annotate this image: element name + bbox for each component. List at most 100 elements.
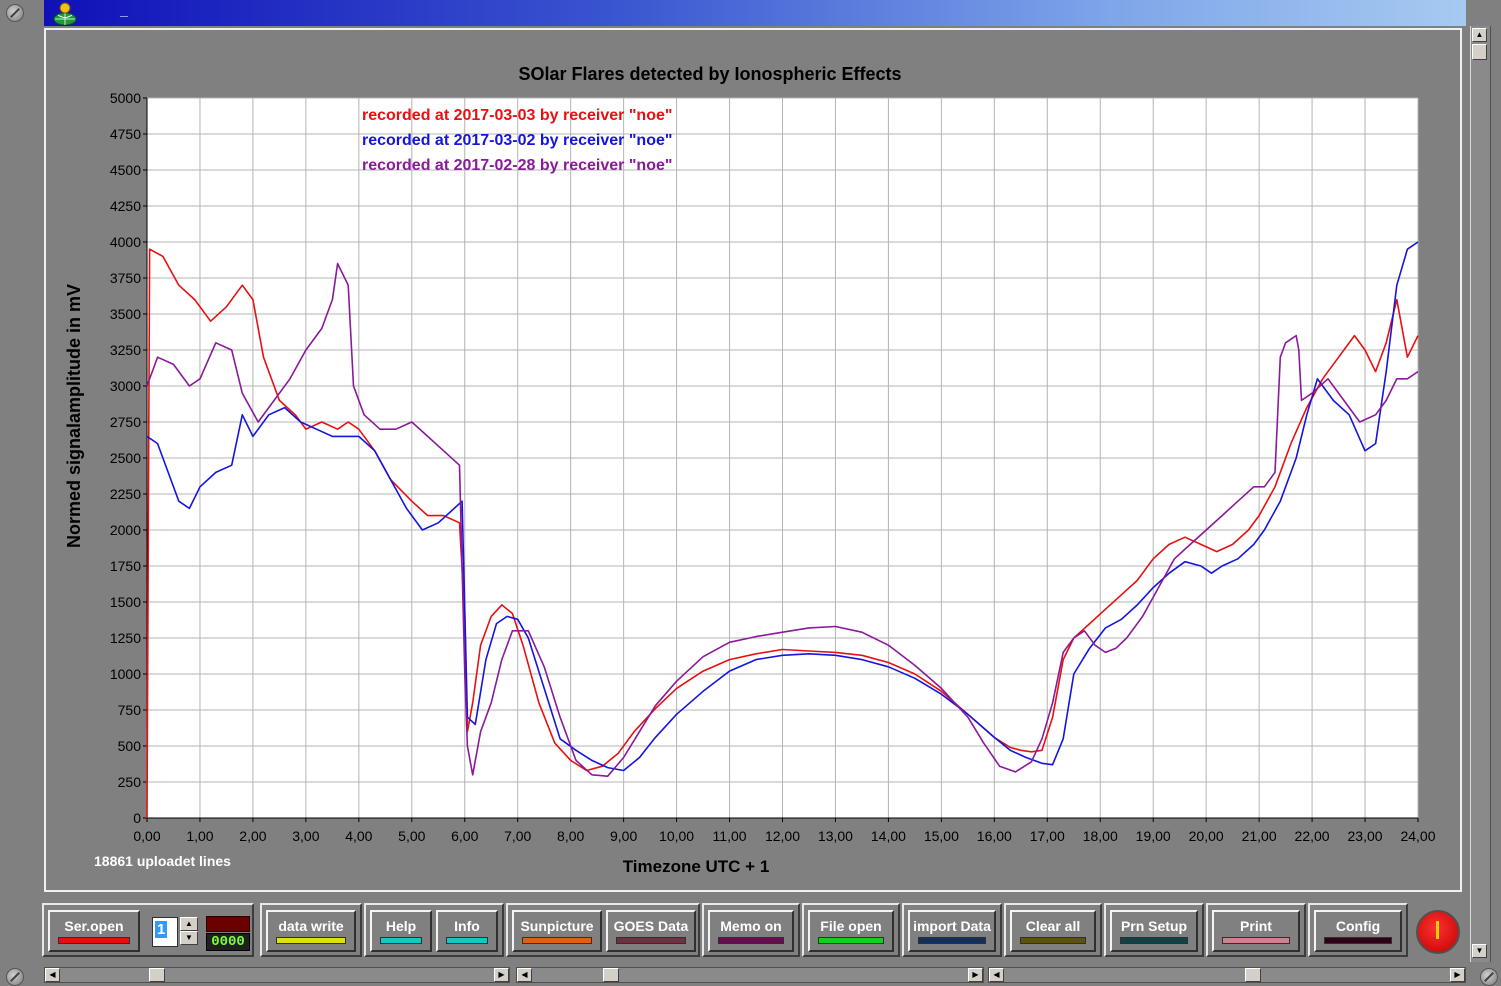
y-tick-label: 4250 <box>110 198 141 214</box>
memo-on-label: Memo on <box>720 918 782 934</box>
y-tick-label: 3000 <box>110 378 141 394</box>
file-open-led <box>818 937 884 944</box>
memo-group: Memo on <box>702 903 800 957</box>
sunpicture-led <box>522 937 592 944</box>
legend-entry-1: recorded at 2017-03-03 by receiver "noe" <box>362 107 672 124</box>
globe-app-icon <box>53 2 77 25</box>
x-tick-label: 22,00 <box>1295 828 1330 844</box>
scroll-right-button[interactable]: ▶ <box>968 968 983 982</box>
prn-setup-label: Prn Setup <box>1120 918 1188 934</box>
x-tick-label: 20,00 <box>1189 828 1224 844</box>
y-tick-label: 3250 <box>110 342 141 358</box>
horizontal-scrollbar-2[interactable]: ◀ ▶ <box>516 967 984 983</box>
goes-data-button[interactable]: GOES Data <box>606 910 696 952</box>
scroll-left-button[interactable]: ◀ <box>45 968 60 982</box>
y-tick-label: 5000 <box>110 90 141 106</box>
status-indicator <box>206 916 250 932</box>
memo-on-button[interactable]: Memo on <box>708 910 794 952</box>
y-tick-label: 3750 <box>110 270 141 286</box>
info-button[interactable]: Info <box>436 910 498 952</box>
scroll-down-button[interactable]: ▼ <box>1472 944 1487 958</box>
legend-entry-3: recorded at 2017-02-28 by receiver "noe" <box>362 157 672 174</box>
scroll-thumb[interactable] <box>1472 44 1487 60</box>
x-tick-label: 7,00 <box>504 828 531 844</box>
data-write-button[interactable]: data write <box>266 910 356 952</box>
x-tick-label: 16,00 <box>977 828 1012 844</box>
x-tick-label: 6,00 <box>451 828 478 844</box>
scroll-up-button[interactable]: ▲ <box>1472 28 1487 42</box>
x-tick-label: 11,00 <box>713 828 747 844</box>
sunpicture-button[interactable]: Sunpicture <box>512 910 602 952</box>
y-tick-label: 1250 <box>110 630 141 646</box>
import-group: import Data <box>902 903 1002 957</box>
ser-open-button[interactable]: Ser.open <box>48 910 140 952</box>
line-counter: 0000 <box>206 933 250 951</box>
power-button[interactable] <box>1416 910 1460 954</box>
signal-chart: 0,00 1,00 2,00 3,00 4,00 5,00 6,00 7,00 8,00 9,00… <box>64 64 1436 876</box>
scroll-left-button[interactable]: ◀ <box>989 968 1004 982</box>
prn-setup-group: Prn Setup <box>1104 903 1204 957</box>
ser-open-label: Ser.open <box>64 918 124 934</box>
x-tick-label: 0,00 <box>133 828 160 844</box>
x-tick-label: 1,00 <box>186 828 213 844</box>
series-line-1 <box>146 248 1419 819</box>
y-tick-label: 2500 <box>110 450 141 466</box>
scroll-thumb[interactable] <box>149 968 165 982</box>
config-button[interactable]: Config <box>1314 910 1402 952</box>
channel-spin-input[interactable]: 1 <box>152 917 178 947</box>
corner-screw-icon <box>1480 968 1498 986</box>
vertical-scrollbar[interactable]: ▲ ▼ <box>1470 26 1491 962</box>
clear-group: Clear all <box>1004 903 1102 957</box>
clear-all-button[interactable]: Clear all <box>1010 910 1096 952</box>
clear-all-led <box>1020 937 1086 944</box>
scroll-left-button[interactable]: ◀ <box>517 968 532 982</box>
x-tick-label: 4,00 <box>345 828 372 844</box>
x-tick-label: 8,00 <box>557 828 584 844</box>
import-data-led <box>918 937 986 944</box>
prn-setup-button[interactable]: Prn Setup <box>1110 910 1198 952</box>
clear-all-label: Clear all <box>1025 918 1081 934</box>
x-tick-label: 19,00 <box>1136 828 1171 844</box>
channel-spinner[interactable]: ▲ ▼ <box>180 917 198 947</box>
file-open-button[interactable]: File open <box>808 910 894 952</box>
title-bar: _ <box>44 0 1466 26</box>
scroll-thumb[interactable] <box>1245 968 1261 982</box>
spin-up-icon[interactable]: ▲ <box>180 917 198 931</box>
y-tick-label: 750 <box>118 702 142 718</box>
serial-group: Ser.open 1 ▲ ▼ 0000 <box>42 903 254 957</box>
import-data-label: import Data <box>913 918 991 934</box>
horizontal-scrollbar-3[interactable]: ◀ ▶ <box>988 967 1466 983</box>
x-tick-label: 5,00 <box>398 828 425 844</box>
y-tick-label: 4750 <box>110 126 141 142</box>
channel-spin-value: 1 <box>155 921 168 938</box>
help-button[interactable]: Help <box>370 910 432 952</box>
x-tick-label: 14,00 <box>871 828 906 844</box>
spin-down-icon[interactable]: ▼ <box>180 931 198 945</box>
horizontal-scrollbar-1[interactable]: ◀ ▶ <box>44 967 510 983</box>
file-open-label: File open <box>820 918 882 934</box>
scroll-thumb[interactable] <box>603 968 619 982</box>
scroll-right-button[interactable]: ▶ <box>494 968 509 982</box>
series-line-2 <box>146 241 1419 772</box>
x-tick-label: 12,00 <box>765 828 800 844</box>
import-data-button[interactable]: import Data <box>908 910 996 952</box>
y-tick-label: 1500 <box>110 594 141 610</box>
config-label: Config <box>1335 918 1381 934</box>
y-tick-label: 2250 <box>110 486 141 502</box>
y-tick-label: 2750 <box>110 414 141 430</box>
info-label: Info <box>454 918 480 934</box>
series-line-3 <box>146 262 1419 778</box>
print-button[interactable]: Print <box>1212 910 1300 952</box>
x-tick-label: 18,00 <box>1083 828 1118 844</box>
print-label: Print <box>1240 918 1272 934</box>
ser-open-led <box>58 937 130 944</box>
minimize-button[interactable]: _ <box>120 2 128 18</box>
x-tick-label: 13,00 <box>818 828 853 844</box>
data-write-led <box>276 937 346 944</box>
corner-screw-icon <box>6 4 24 22</box>
legend-entry-2: recorded at 2017-03-02 by receiver "noe" <box>362 132 672 149</box>
corner-screw-icon <box>6 968 24 986</box>
data-write-label: data write <box>278 918 344 934</box>
scroll-right-button[interactable]: ▶ <box>1450 968 1465 982</box>
uploaded-lines-status: 18861 uploadet lines <box>94 853 231 869</box>
